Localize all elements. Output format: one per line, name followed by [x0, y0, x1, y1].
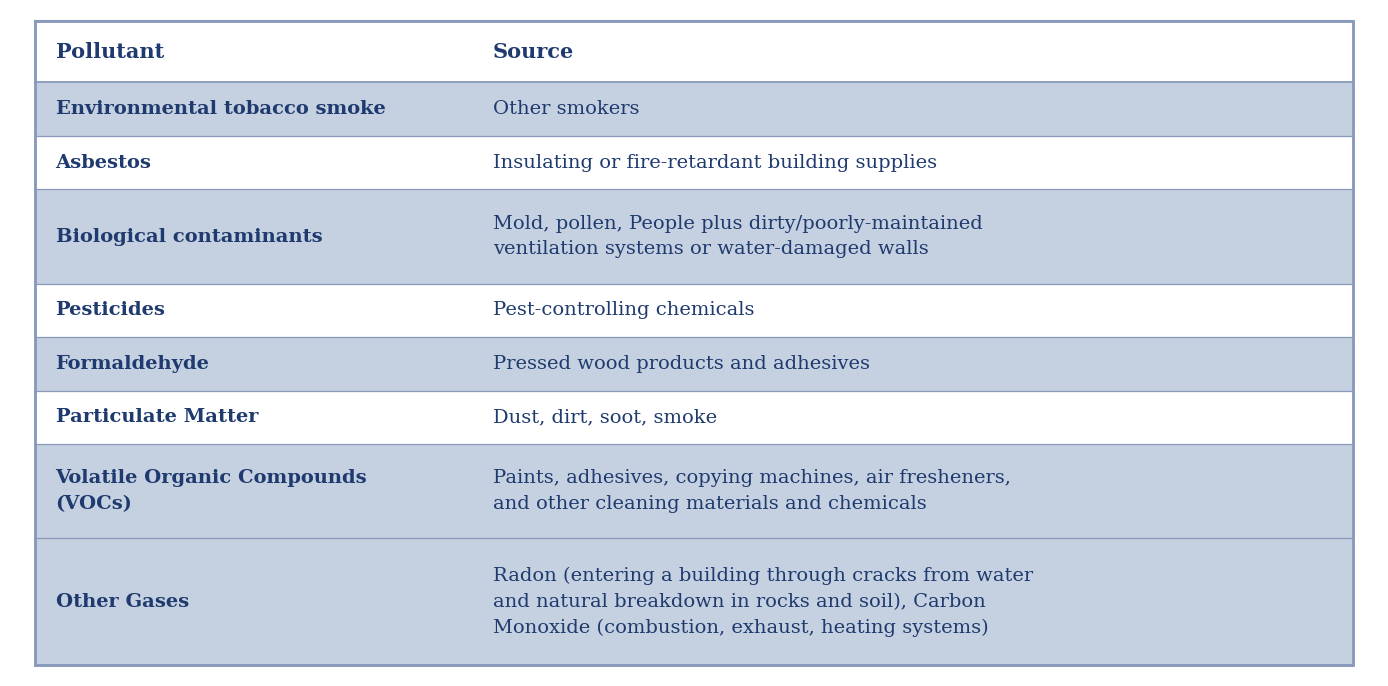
Text: Pesticides: Pesticides: [56, 301, 165, 320]
Text: Particulate Matter: Particulate Matter: [56, 408, 258, 426]
Text: Paints, adhesives, copying machines, air fresheners,
and other cleaning material: Paints, adhesives, copying machines, air…: [493, 469, 1010, 513]
Text: Mold, pollen, People plus dirty/poorly-maintained
ventilation systems or water-d: Mold, pollen, People plus dirty/poorly-m…: [493, 215, 983, 259]
Bar: [35, 337, 1353, 390]
Bar: [35, 21, 1353, 82]
Text: Other Gases: Other Gases: [56, 593, 189, 611]
Text: Pollutant: Pollutant: [56, 42, 164, 62]
Bar: [35, 390, 1353, 444]
Text: Pressed wood products and adhesives: Pressed wood products and adhesives: [493, 355, 870, 373]
Bar: [35, 539, 1353, 665]
Text: Dust, dirt, soot, smoke: Dust, dirt, soot, smoke: [493, 408, 716, 426]
Bar: [35, 136, 1353, 189]
Text: Source: Source: [493, 42, 575, 62]
Text: Radon (entering a building through cracks from water
and natural breakdown in ro: Radon (entering a building through crack…: [493, 567, 1033, 637]
Bar: [35, 82, 1353, 136]
Bar: [35, 189, 1353, 284]
Text: Biological contaminants: Biological contaminants: [56, 228, 322, 246]
Text: Other smokers: Other smokers: [493, 100, 640, 118]
Text: Formaldehyde: Formaldehyde: [56, 355, 210, 373]
Bar: [35, 444, 1353, 539]
Bar: [35, 284, 1353, 337]
Text: Environmental tobacco smoke: Environmental tobacco smoke: [56, 100, 386, 118]
Text: Pest-controlling chemicals: Pest-controlling chemicals: [493, 301, 754, 320]
Text: Volatile Organic Compounds
(VOCs): Volatile Organic Compounds (VOCs): [56, 469, 368, 513]
Text: Asbestos: Asbestos: [56, 154, 151, 172]
Text: Insulating or fire-retardant building supplies: Insulating or fire-retardant building su…: [493, 154, 937, 172]
